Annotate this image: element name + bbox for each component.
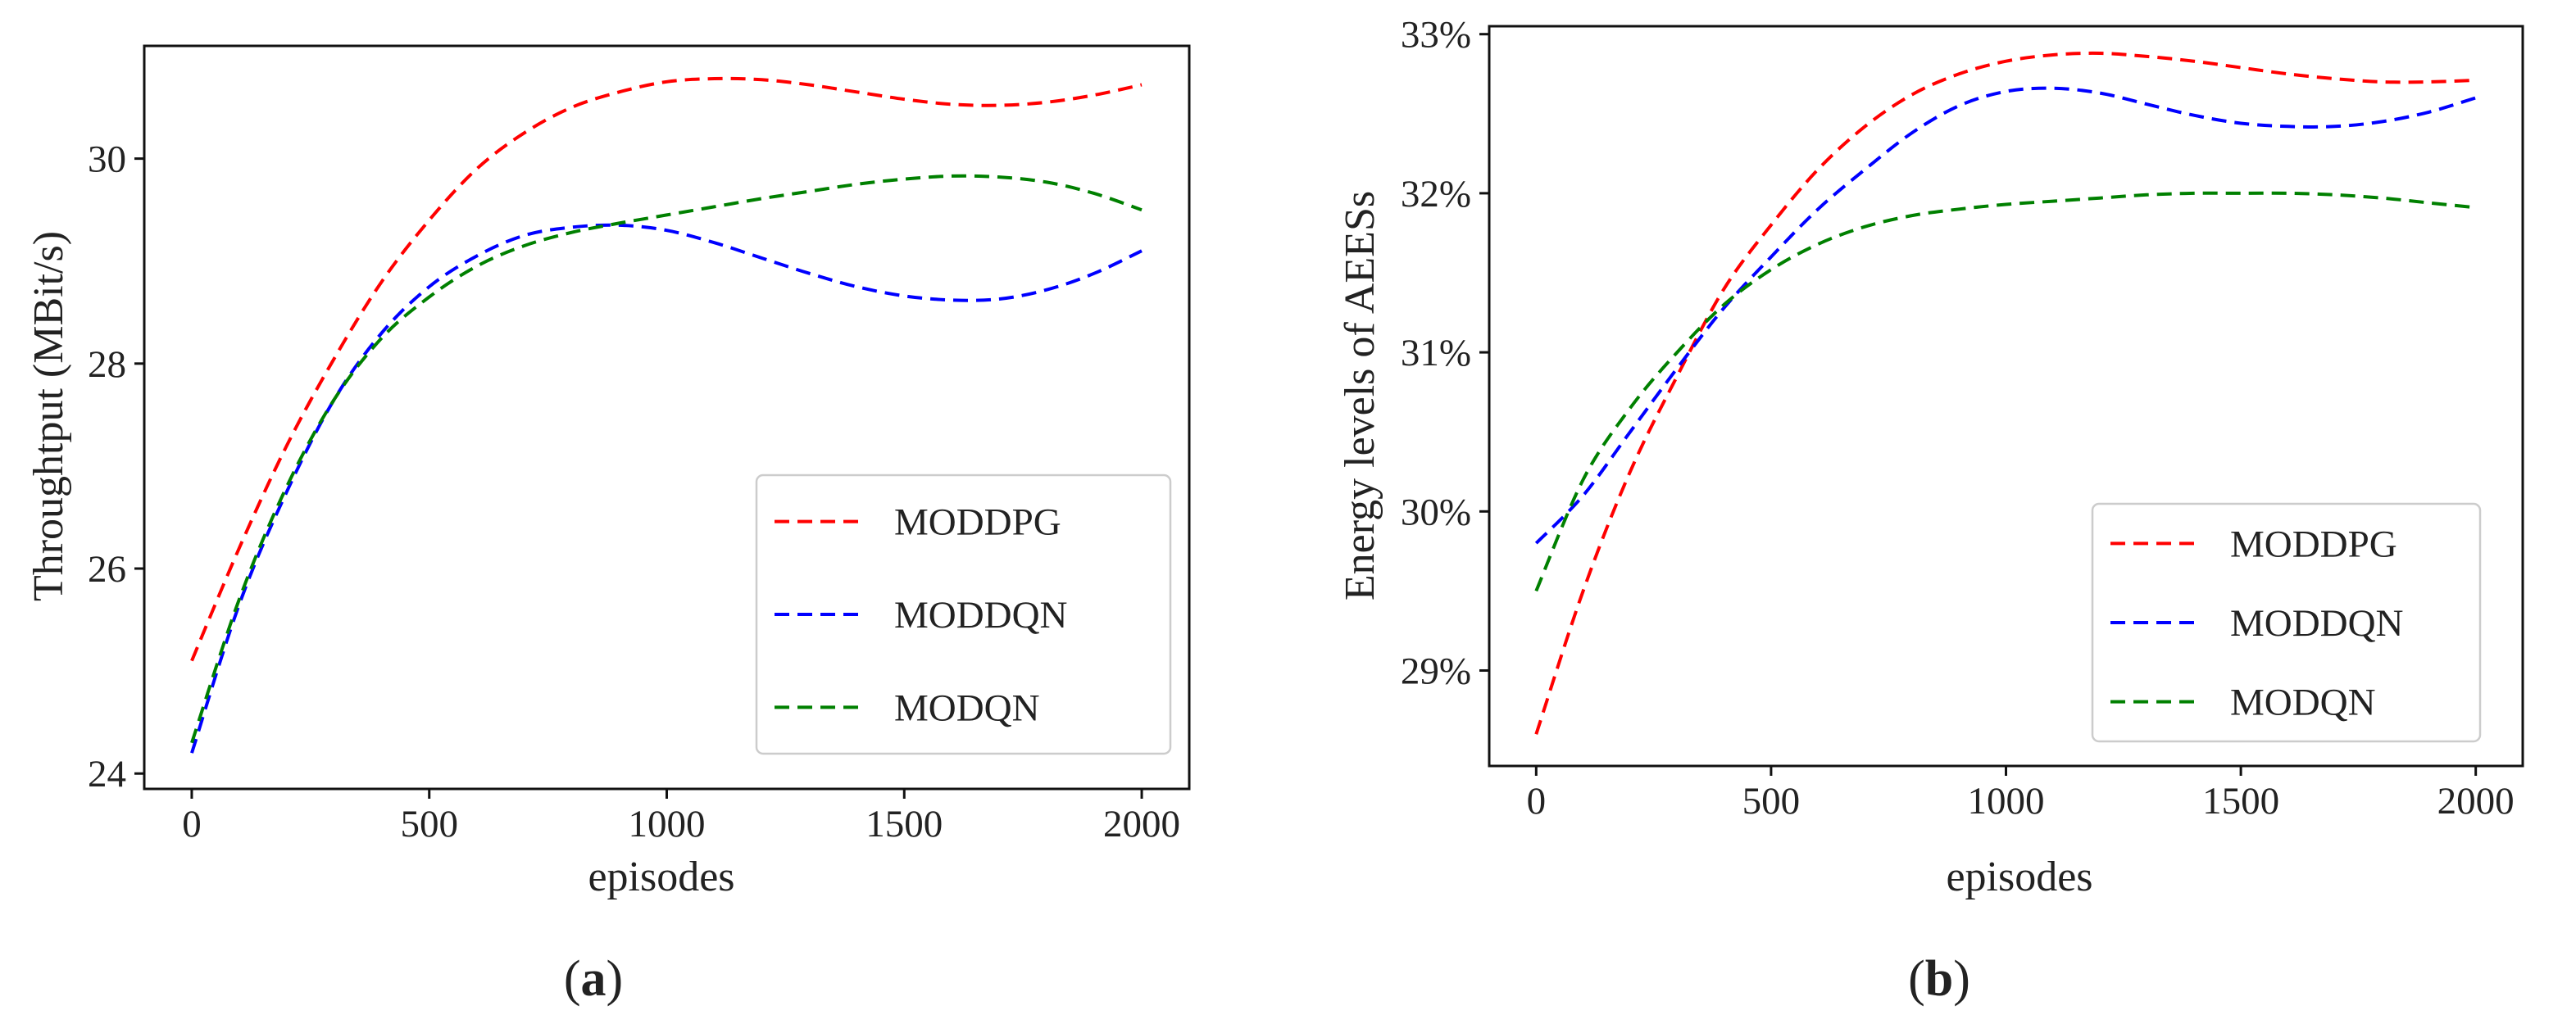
x-tick-label: 2000 [2437, 780, 2515, 822]
x-tick-label: 500 [1742, 780, 1801, 822]
x-tick-label: 0 [1527, 780, 1547, 822]
y-axis-ticks: 24 26 28 30 [88, 138, 144, 795]
x-tick-label: 1500 [865, 803, 943, 845]
y-tick-label: 33% [1401, 14, 1471, 57]
y-tick-label: 24 [88, 753, 126, 795]
x-axis-label: episodes [588, 854, 734, 900]
x-tick-label: 1500 [2202, 780, 2279, 822]
panel-caption-letter: a [581, 951, 607, 1007]
y-axis-ticks: 29% 30% 31% 32% 33% [1401, 14, 1489, 692]
series-line-moddpg [190, 76, 1143, 662]
x-tick-label: 1000 [1968, 780, 2045, 822]
y-tick-label: 30 [88, 138, 126, 181]
legend-items: MODDPG MODDQN MODQN [2110, 523, 2404, 724]
x-tick-label: 500 [400, 803, 458, 845]
y-tick-label: 30% [1401, 491, 1471, 533]
legend-label-modqn: MODQN [894, 686, 1040, 729]
y-tick-label: 26 [88, 548, 126, 591]
series-layer [190, 76, 1143, 754]
y-axis-label: Throughtput (MBit/s) [25, 231, 72, 601]
legend-box [2091, 502, 2482, 743]
x-axis-ticks: 0 500 1000 1500 2000 [182, 789, 1180, 845]
chart-panel-a: 0 500 1000 1500 2000 24 26 28 30 episodes Throu… [25, 44, 1191, 1007]
panel-caption: (a) [564, 951, 623, 1007]
legend-label-modqn: MODQN [2230, 682, 2376, 724]
legend-label-moddpg: MODDPG [894, 501, 1061, 544]
chart-panel-b: 0 500 1000 1500 2000 29% 30% 31% 32% 33% episode… [1337, 14, 2524, 1007]
x-tick-label: 2000 [1103, 803, 1180, 845]
legend-label-moddqn: MODDQN [894, 594, 1068, 637]
legend-label-moddqn: MODDQN [2230, 602, 2404, 645]
series-line-modqn [190, 174, 1143, 744]
x-axis-ticks: 0 500 1000 1500 2000 [1527, 766, 2515, 822]
y-tick-label: 31% [1401, 332, 1471, 374]
legend-items: MODDPG MODDQN MODQN [775, 501, 1068, 729]
x-axis-label: episodes [1946, 854, 2092, 900]
panel-caption: (b) [1908, 951, 1970, 1007]
legend-box [755, 474, 1172, 755]
x-tick-label: 1000 [629, 803, 706, 845]
series-line-moddqn [190, 223, 1143, 754]
y-axis-label: Energy levels of AEESs [1337, 191, 1383, 600]
y-tick-label: 32% [1401, 173, 1471, 215]
series-line-moddqn [1534, 86, 2477, 545]
y-tick-label: 28 [88, 343, 126, 386]
legend: MODDPG MODDQN MODQN [755, 474, 1172, 755]
y-tick-label: 29% [1401, 650, 1471, 692]
x-tick-label: 0 [182, 803, 202, 845]
legend: MODDPG MODDQN MODQN [2091, 502, 2482, 743]
series-line-moddpg [1534, 51, 2476, 735]
panel-caption-letter: b [1925, 951, 1953, 1007]
series-layer [1534, 51, 2477, 735]
series-line-modqn [1534, 191, 2476, 592]
legend-label-moddpg: MODDPG [2230, 523, 2397, 565]
